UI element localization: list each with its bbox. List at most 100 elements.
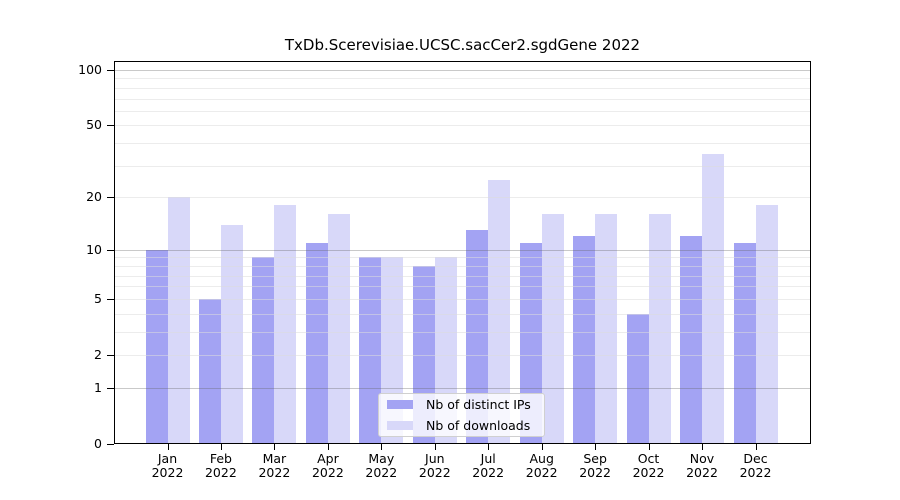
bar-downloads-feb <box>220 224 243 444</box>
gridline-minor <box>115 143 810 145</box>
bar-distinct-ips-dec <box>733 242 756 444</box>
x-tick-mark <box>327 444 329 450</box>
x-tick-label-year: 2022 <box>472 465 505 480</box>
gridline-minor <box>115 275 810 277</box>
gridline-minor <box>115 125 810 127</box>
x-tick-mark <box>595 444 597 450</box>
x-tick-label-year: 2022 <box>258 465 291 480</box>
x-tick-mark <box>755 444 757 450</box>
x-tick-label-year: 2022 <box>632 465 665 480</box>
x-tick-mark <box>274 444 276 450</box>
legend-swatch-distinct-ips <box>387 400 413 410</box>
bar-distinct-ips-apr <box>305 242 328 444</box>
gridline-minor <box>115 165 810 167</box>
x-tick-label: Aug 2022 <box>510 452 574 480</box>
gridline-minor <box>115 313 810 315</box>
x-tick-label-month: Nov <box>689 451 715 466</box>
x-tick-label-month: Aug <box>529 451 554 466</box>
x-tick-label-month: May <box>368 451 395 466</box>
y-tick-mark <box>107 197 114 199</box>
legend-item-distinct-ips: Nb of distinct IPs <box>387 396 536 414</box>
gridline-minor <box>115 98 810 100</box>
y-tick-label: 0 <box>94 436 102 451</box>
y-tick-label: 10 <box>86 241 102 257</box>
bar-downloads-nov <box>702 153 724 444</box>
x-tick-label: Mar 2022 <box>242 452 306 480</box>
x-tick-label-month: Jul <box>480 451 496 466</box>
x-tick-label-year: 2022 <box>579 465 611 480</box>
x-tick-label: Jun 2022 <box>403 452 467 480</box>
x-tick-label-month: Sep <box>583 451 607 466</box>
x-tick-label-month: Feb <box>209 451 232 466</box>
y-tick-label: 50 <box>86 117 102 133</box>
y-tick-mark <box>107 387 114 389</box>
y-tick-label: 20 <box>86 189 102 205</box>
x-tick-label-month: Oct <box>637 451 660 466</box>
gridline-major <box>115 249 810 251</box>
y-tick-mark <box>107 125 114 127</box>
x-tick-label-month: Mar <box>262 451 287 466</box>
bar-distinct-ips-oct <box>626 313 649 444</box>
gridline-minor <box>115 286 810 288</box>
x-tick-label-year: 2022 <box>311 465 344 480</box>
y-tick-mark <box>107 355 114 356</box>
x-tick-label: May 2022 <box>349 452 413 480</box>
bar-downloads-jul <box>488 180 511 444</box>
gridline-minor <box>115 257 810 259</box>
bar-downloads-jan <box>167 197 190 444</box>
x-tick-mark <box>381 444 383 450</box>
x-tick-label-year: 2022 <box>365 465 398 480</box>
y-tick-label: 2 <box>94 347 102 362</box>
gridline-minor <box>115 331 810 333</box>
x-tick-label-month: Apr <box>317 451 339 466</box>
x-tick-label: Jan 2022 <box>136 452 200 480</box>
y-tick-mark <box>107 298 114 300</box>
x-tick-mark <box>648 444 650 450</box>
x-tick-label-year: 2022 <box>418 465 451 480</box>
bar-distinct-ips-may <box>359 257 382 444</box>
y-tick-label: 5 <box>94 290 102 306</box>
gridline-minor <box>115 87 810 89</box>
x-tick-label: Apr 2022 <box>296 452 360 480</box>
x-tick-mark <box>541 444 543 450</box>
gridline-minor <box>115 298 810 300</box>
y-tick-mark <box>107 70 114 71</box>
legend-label-distinct-ips: Nb of distinct IPs <box>426 397 531 413</box>
x-tick-mark <box>434 444 436 450</box>
bar-distinct-ips-jul <box>466 230 489 444</box>
x-tick-mark <box>220 444 222 450</box>
gridline-major <box>115 70 810 71</box>
y-tick-mark <box>107 444 114 445</box>
bar-downloads-sep <box>595 214 618 444</box>
bar-distinct-ips-nov <box>680 236 702 444</box>
chart-title: TxDb.Scerevisiae.UCSC.sacCer2.sgdGene 20… <box>284 36 641 54</box>
x-tick-label: Nov 2022 <box>670 452 734 480</box>
x-tick-mark <box>702 444 703 450</box>
x-tick-label: Dec 2022 <box>724 452 788 480</box>
x-tick-label-year: 2022 <box>686 465 718 480</box>
gridline-minor <box>115 78 810 80</box>
y-tick-label: 100 <box>78 62 102 77</box>
x-tick-label-year: 2022 <box>204 465 237 480</box>
bar-distinct-ips-feb <box>198 298 221 444</box>
legend: Nb of distinct IPs Nb of downloads <box>378 393 545 437</box>
x-tick-label: Feb 2022 <box>189 452 253 480</box>
gridline-minor <box>115 110 810 112</box>
x-tick-label-month: Jun <box>425 451 445 466</box>
bar-distinct-ips-jan <box>145 249 168 444</box>
legend-label-downloads: Nb of downloads <box>426 417 531 433</box>
bar-distinct-ips-sep <box>573 236 596 444</box>
x-tick-mark <box>488 444 490 450</box>
x-tick-label: Oct 2022 <box>617 452 681 480</box>
x-tick-label-year: 2022 <box>151 465 184 480</box>
bar-downloads-oct <box>648 214 671 444</box>
bar-downloads-dec <box>755 205 778 444</box>
bar-downloads-apr <box>327 214 350 444</box>
legend-item-downloads: Nb of downloads <box>387 417 536 435</box>
y-tick-mark <box>107 249 114 251</box>
y-tick-label: 1 <box>94 379 102 395</box>
x-tick-label: Sep 2022 <box>563 452 627 480</box>
x-tick-label-year: 2022 <box>739 465 772 480</box>
gridline-minor <box>115 355 810 356</box>
